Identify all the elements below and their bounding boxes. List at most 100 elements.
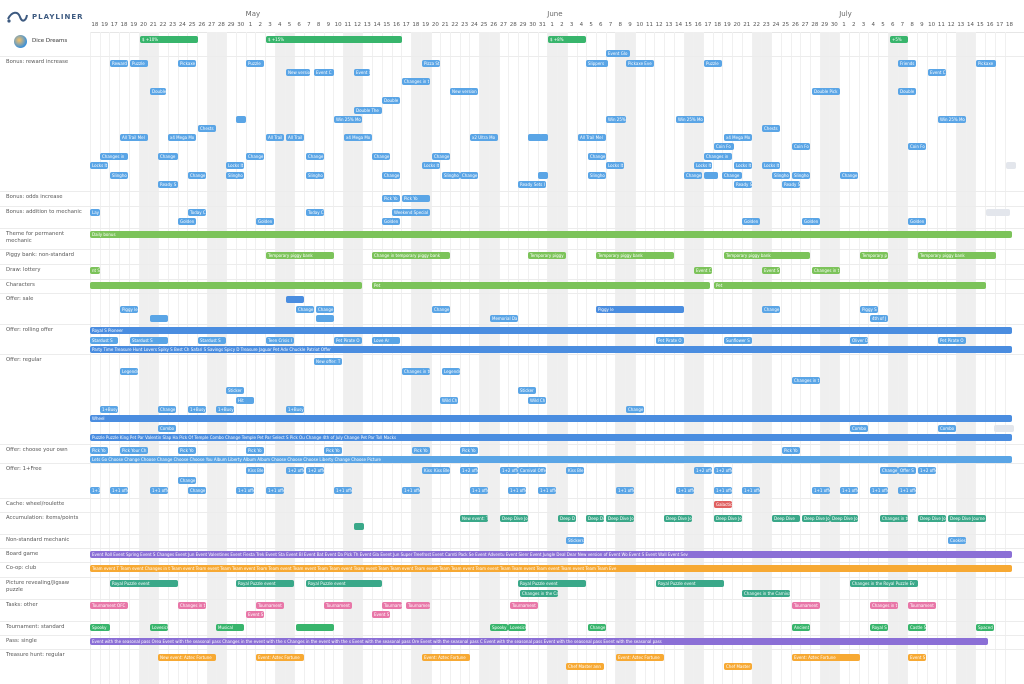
event-bar[interactable]: 1+1 offer bbox=[714, 487, 732, 494]
event-bar[interactable]: Change bbox=[246, 153, 264, 160]
event-bar[interactable]: Stickers bbox=[566, 537, 584, 544]
event-bar[interactable]: 1+1 offer bbox=[150, 487, 168, 494]
event-bar[interactable]: Slippers bbox=[586, 60, 608, 67]
event-bar[interactable] bbox=[1006, 162, 1016, 169]
event-bar[interactable]: 1+2 offe bbox=[286, 467, 304, 474]
event-bar[interactable]: Deep Dive Journe bbox=[948, 515, 986, 522]
event-bar[interactable]: $ +15% bbox=[266, 36, 402, 43]
event-bar[interactable] bbox=[540, 134, 548, 141]
event-bar[interactable]: Event S bbox=[372, 611, 390, 618]
event-bar[interactable]: Tournament bbox=[792, 602, 820, 609]
event-bar[interactable]: 1+1 offer bbox=[898, 487, 916, 494]
event-bar[interactable] bbox=[994, 425, 1014, 432]
event-bar[interactable] bbox=[538, 172, 548, 179]
event-bar[interactable]: Coin Fo bbox=[714, 143, 734, 150]
event-bar[interactable] bbox=[354, 523, 364, 530]
event-bar[interactable]: Friends bbox=[898, 60, 916, 67]
event-bar[interactable]: Tournament bbox=[510, 602, 538, 609]
event-bar[interactable]: Chef Master ann bbox=[566, 663, 604, 670]
event-bar[interactable]: Event S bbox=[762, 267, 780, 274]
event-bar[interactable]: Deep Dive Jo bbox=[500, 515, 528, 522]
event-bar[interactable]: Team event T Team event Changes in t Tea… bbox=[90, 565, 1012, 572]
event-bar[interactable]: Galactic bbox=[714, 501, 732, 508]
event-bar[interactable]: Puzzle bbox=[130, 60, 148, 67]
event-bar[interactable]: Carnival Offe bbox=[518, 467, 546, 474]
event-bar[interactable]: Temporary piggy bank bbox=[266, 252, 334, 259]
event-bar[interactable]: Legends bbox=[442, 368, 460, 375]
event-bar[interactable]: Sunflower S bbox=[724, 337, 752, 344]
event-bar[interactable]: Tournament bbox=[406, 602, 430, 609]
event-bar[interactable]: Change bbox=[588, 153, 606, 160]
event-bar[interactable]: Event C bbox=[928, 69, 946, 76]
event-bar[interactable]: 1+1 offer bbox=[110, 487, 128, 494]
event-bar[interactable]: +5% bbox=[890, 36, 908, 43]
event-bar[interactable]: 1+1 offer bbox=[616, 487, 634, 494]
event-bar[interactable]: Changes in t bbox=[402, 78, 430, 85]
event-bar[interactable]: Pet bbox=[372, 282, 710, 289]
event-bar[interactable]: Puzzle Puzzle King Pet Par Valentin Slap… bbox=[90, 434, 1012, 441]
event-bar[interactable] bbox=[150, 315, 168, 322]
event-bar[interactable]: Stardust S bbox=[130, 337, 168, 344]
event-bar[interactable]: Spaced bbox=[976, 624, 994, 631]
event-bar[interactable]: Puzzle bbox=[246, 60, 264, 67]
event-bar[interactable]: Piggy S bbox=[860, 306, 878, 313]
event-bar[interactable]: 1+Busy bbox=[286, 406, 304, 413]
event-bar[interactable]: Pick Yo bbox=[324, 447, 342, 454]
event-bar[interactable]: Castle S bbox=[908, 624, 926, 631]
event-bar[interactable]: Kiss Ble bbox=[566, 467, 584, 474]
event-bar[interactable]: 1+1 offer bbox=[470, 487, 488, 494]
event-bar[interactable]: Deep Dive Jo bbox=[606, 515, 634, 522]
event-bar[interactable]: Slingho bbox=[110, 172, 128, 179]
event-bar[interactable]: Pick Yo bbox=[412, 447, 430, 454]
event-bar[interactable]: Tournament bbox=[324, 602, 352, 609]
event-bar[interactable]: Pick Yo bbox=[782, 447, 800, 454]
event-bar[interactable]: Wild Ch bbox=[528, 397, 546, 404]
event-bar[interactable]: Lets Go Choose Change Choose Change Choo… bbox=[90, 456, 1012, 463]
event-bar[interactable]: New version bbox=[450, 88, 478, 95]
event-bar[interactable]: Change in temporary piggy bank bbox=[372, 252, 450, 259]
event-bar[interactable]: Pet bbox=[714, 282, 986, 289]
event-bar[interactable]: Pick Yo bbox=[382, 195, 400, 202]
event-bar[interactable]: 1+2 offe bbox=[306, 467, 324, 474]
event-bar[interactable]: 1+1 offer bbox=[742, 487, 760, 494]
event-bar[interactable]: Reward Up bbox=[110, 60, 128, 67]
event-bar[interactable]: Ready Sets I bbox=[518, 181, 546, 188]
event-bar[interactable]: Change bbox=[432, 306, 450, 313]
event-bar[interactable]: Double bbox=[382, 97, 400, 104]
event-bar[interactable]: Stardust S bbox=[198, 337, 226, 344]
event-bar[interactable]: Change bbox=[188, 172, 206, 179]
event-bar[interactable]: Event: Aztec Fortune bbox=[792, 654, 860, 661]
event-bar[interactable]: Wild Ch bbox=[440, 397, 458, 404]
event-bar[interactable]: Ready S bbox=[782, 181, 800, 188]
event-bar[interactable]: Event Roll Event Spring Event S Changes … bbox=[90, 551, 1012, 558]
event-bar[interactable]: Royal Puzzle event bbox=[306, 580, 382, 587]
event-bar[interactable]: All Trail Mel bbox=[120, 134, 148, 141]
event-bar[interactable]: Change bbox=[880, 467, 898, 474]
event-bar[interactable]: Change bbox=[158, 153, 178, 160]
event-bar[interactable]: Coin Fo bbox=[908, 143, 926, 150]
event-bar[interactable]: Change bbox=[158, 406, 176, 413]
event-bar[interactable] bbox=[90, 282, 362, 289]
event-bar[interactable]: Event C bbox=[694, 267, 712, 274]
event-bar[interactable]: 1+Busy bbox=[100, 406, 118, 413]
event-bar[interactable]: Chef Master bbox=[724, 663, 752, 670]
event-bar[interactable]: 4th of J bbox=[870, 315, 888, 322]
event-bar[interactable]: Change bbox=[296, 306, 314, 313]
event-bar[interactable]: Royal Puzzle event bbox=[236, 580, 294, 587]
event-bar[interactable]: Slingho bbox=[792, 172, 810, 179]
event-bar[interactable]: 1+2 offe bbox=[500, 467, 518, 474]
event-bar[interactable]: 1+1 offer bbox=[508, 487, 526, 494]
event-bar[interactable]: Change bbox=[684, 172, 702, 179]
event-bar[interactable]: Ready S bbox=[158, 181, 178, 188]
event-bar[interactable]: Pickaxe Eve bbox=[626, 60, 654, 67]
event-bar[interactable]: Sticker bbox=[226, 387, 244, 394]
event-bar[interactable]: All Trail bbox=[286, 134, 304, 141]
event-bar[interactable]: 1+2 offe bbox=[918, 467, 936, 474]
event-bar[interactable]: Locks It bbox=[90, 162, 108, 169]
event-bar[interactable]: Change bbox=[626, 406, 644, 413]
event-bar[interactable]: Tournament bbox=[908, 602, 936, 609]
event-bar[interactable]: Double bbox=[150, 88, 166, 95]
event-bar[interactable]: Royal Puzzle event bbox=[656, 580, 724, 587]
event-bar[interactable]: Lovesick bbox=[150, 624, 168, 631]
event-bar[interactable]: Changes in the Carnival Ev bbox=[520, 590, 558, 597]
